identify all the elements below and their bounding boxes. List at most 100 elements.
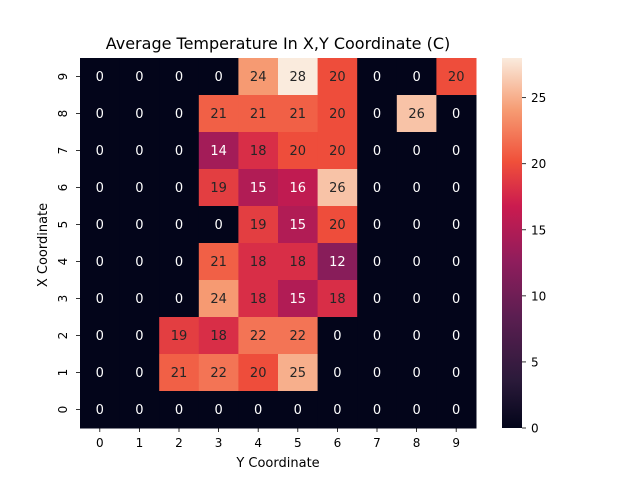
- y-tick-label: 2: [56, 332, 70, 340]
- heatmap-cell: [80, 206, 121, 244]
- heatmap-cell: [238, 280, 279, 318]
- heatmap-cell: [198, 58, 239, 96]
- heatmap-cell: [119, 95, 160, 133]
- heatmap-cell: [238, 95, 279, 133]
- x-axis-label: Y Coordinate: [235, 456, 319, 471]
- heatmap-cell: [278, 243, 319, 281]
- heatmap-cell: [357, 58, 398, 96]
- cell-value-label: 0: [294, 403, 302, 418]
- heatmap-cell: [238, 354, 279, 392]
- heatmap-cell: [317, 132, 358, 170]
- heatmap-cell-labels: 0 0 0 0 24 28 20 0 0 20 0 0 0 21 21 21 20 0 26 0 0 0 0 14 18 20 20…: [96, 70, 465, 418]
- heatmap-cell: [159, 354, 200, 392]
- heatmap-cell: [436, 132, 477, 170]
- cell-value-label: 19: [210, 181, 227, 196]
- x-tick-label: 0: [96, 436, 104, 450]
- heatmap-cell: [357, 354, 398, 392]
- colorbar-tick-label: 10: [531, 289, 546, 303]
- heatmap-cell: [317, 58, 358, 96]
- cell-value-label: 0: [412, 218, 420, 233]
- x-tick-label: 6: [334, 436, 342, 450]
- cell-value-label: 0: [412, 70, 420, 85]
- cell-value-label: 24: [210, 292, 227, 307]
- heatmap-cell: [278, 206, 319, 244]
- cell-value-label: 0: [96, 329, 104, 344]
- cell-value-label: 0: [373, 144, 381, 159]
- heatmap-cell: [278, 169, 319, 207]
- heatmap-cell: [159, 280, 200, 318]
- y-axis-ticks: 9 8 7 6 5 4 3 2 1 0: [56, 73, 80, 413]
- heatmap-cell: [198, 206, 239, 244]
- heatmap-cell: [357, 95, 398, 133]
- y-tick-label: 3: [56, 295, 70, 303]
- heatmap-cell: [119, 317, 160, 355]
- heatmap-cell: [80, 132, 121, 170]
- heatmap-cell: [436, 206, 477, 244]
- cell-value-label: 0: [373, 218, 381, 233]
- colorbar-ticks: 0 5 10 15 20 25: [522, 91, 546, 436]
- y-tick-label: 4: [56, 258, 70, 266]
- heatmap-cell: [80, 58, 121, 96]
- y-tick-label: 5: [56, 221, 70, 229]
- heatmap-cell: [119, 354, 160, 392]
- heatmap-cell: [317, 354, 358, 392]
- cell-value-label: 20: [250, 366, 267, 381]
- cell-value-label: 0: [135, 181, 143, 196]
- cell-value-label: 0: [373, 107, 381, 122]
- cell-value-label: 0: [412, 366, 420, 381]
- cell-value-label: 15: [290, 292, 307, 307]
- cell-value-label: 21: [290, 107, 307, 122]
- cell-value-label: 22: [250, 329, 267, 344]
- y-tick-label: 7: [56, 147, 70, 155]
- heatmap-cell: [159, 317, 200, 355]
- cell-value-label: 15: [250, 181, 267, 196]
- heatmap-cell: [396, 132, 437, 170]
- cell-value-label: 0: [373, 255, 381, 270]
- chart-title: Average Temperature In X,Y Coordinate (C…: [106, 34, 451, 53]
- heatmap-cell: [80, 280, 121, 318]
- cell-value-label: 24: [250, 70, 267, 85]
- heatmap-cell: [119, 169, 160, 207]
- cell-value-label: 0: [135, 107, 143, 122]
- cell-value-label: 0: [333, 403, 341, 418]
- cell-value-label: 18: [290, 255, 307, 270]
- heatmap-cell: [317, 317, 358, 355]
- cell-value-label: 0: [373, 366, 381, 381]
- heatmap-cell: [396, 317, 437, 355]
- cell-value-label: 0: [214, 403, 222, 418]
- cell-value-label: 22: [210, 366, 227, 381]
- heatmap-cell: [159, 391, 200, 429]
- y-tick-label: 1: [56, 369, 70, 377]
- cell-value-label: 0: [452, 292, 460, 307]
- heatmap-cell: [436, 58, 477, 96]
- heatmap-cell: [396, 58, 437, 96]
- heatmap-cells: [80, 58, 477, 429]
- cell-value-label: 0: [214, 70, 222, 85]
- heatmap-cell: [436, 243, 477, 281]
- y-tick-label: 9: [56, 73, 70, 81]
- cell-value-label: 0: [96, 218, 104, 233]
- heatmap-cell: [198, 391, 239, 429]
- heatmap-cell: [159, 58, 200, 96]
- y-tick-label: 6: [56, 184, 70, 192]
- heatmap-cell: [436, 391, 477, 429]
- cell-value-label: 0: [373, 329, 381, 344]
- cell-value-label: 0: [96, 292, 104, 307]
- heatmap-cell: [159, 169, 200, 207]
- cell-value-label: 0: [96, 181, 104, 196]
- cell-value-label: 0: [452, 329, 460, 344]
- heatmap-cell: [357, 391, 398, 429]
- cell-value-label: 0: [373, 403, 381, 418]
- heatmap-cell: [278, 391, 319, 429]
- heatmap-cell: [396, 280, 437, 318]
- heatmap-cell: [238, 243, 279, 281]
- y-axis-label: X Coordinate: [36, 203, 51, 287]
- cell-value-label: 0: [452, 403, 460, 418]
- heatmap-cell: [436, 95, 477, 133]
- x-tick-label: 3: [215, 436, 223, 450]
- cell-value-label: 0: [452, 144, 460, 159]
- cell-value-label: 28: [290, 70, 307, 85]
- cell-value-label: 20: [329, 107, 346, 122]
- cell-value-label: 0: [135, 70, 143, 85]
